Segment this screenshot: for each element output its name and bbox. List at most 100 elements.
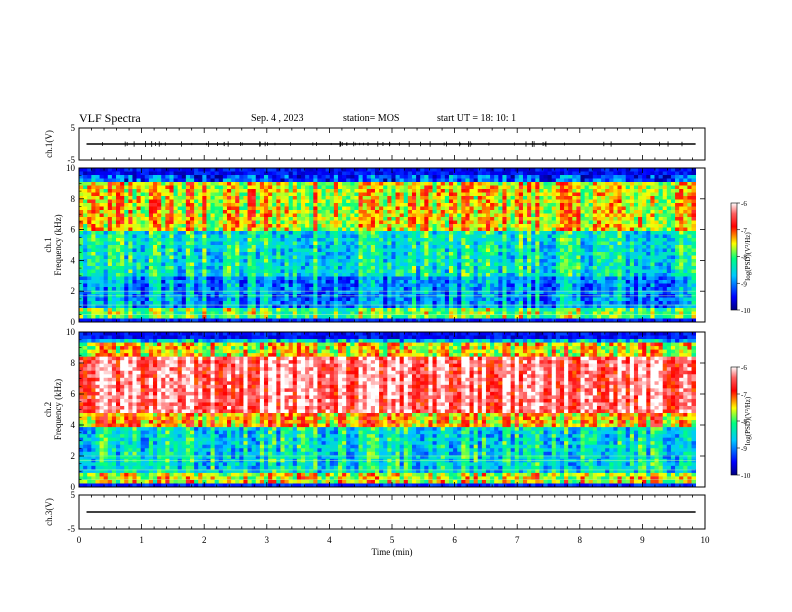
ch1-heat-cell <box>453 182 458 186</box>
ch1-heat-cell <box>670 196 676 200</box>
ch1-heat-cell <box>543 192 549 197</box>
ch1-heat-cell <box>259 192 265 197</box>
ch1-heat-cell <box>613 178 618 183</box>
ch1-heat-cell <box>391 175 396 179</box>
ch1-heat-cell <box>321 203 327 207</box>
ch1-heat-cell <box>535 269 540 274</box>
ch1-heat-cell <box>658 259 664 263</box>
ch1-heat-cell <box>494 227 499 232</box>
ch1-heat-cell <box>177 213 183 218</box>
ch1-heat-cell <box>461 178 466 183</box>
ch1-heat-cell <box>243 280 248 284</box>
ch1-heat-cell <box>601 182 606 186</box>
ch1-heat-cell <box>173 262 179 267</box>
ch1-heat-cell <box>522 210 528 214</box>
ch1-heat-cell <box>321 252 327 256</box>
ch1-heat-cell <box>358 199 364 204</box>
ch1-heat-cell <box>625 185 631 190</box>
ch1-heat-cell <box>325 196 331 200</box>
ch1-heat-cell <box>448 227 454 232</box>
ch1-heat-cell <box>300 227 306 232</box>
ch1-heat-cell <box>387 262 392 267</box>
ch1-heat-cell <box>177 259 183 263</box>
ch1-heat-cell <box>202 248 207 253</box>
ch1-heat-cell <box>226 280 232 284</box>
ch1-heat-cell <box>395 224 401 228</box>
ch1-heat-cell <box>95 273 100 277</box>
ch1-heat-cell <box>222 206 228 211</box>
ch1-heat-cell <box>625 252 631 256</box>
ch1-heat-cell <box>391 192 396 197</box>
ch1-heat-cell <box>333 199 339 204</box>
ch1-heat-cell <box>173 276 179 281</box>
ch1-heat-cell <box>679 192 684 197</box>
ch1-heat-cell <box>592 206 598 211</box>
ch1-heat-cell <box>469 196 475 200</box>
ch1-heat-cell <box>465 171 470 176</box>
ch1-heat-cell <box>638 255 643 260</box>
ch1-heat-cell <box>333 231 339 235</box>
ch1-heat-cell <box>629 185 635 190</box>
ch1-heat-cell <box>440 248 446 253</box>
ch1-heat-cell <box>144 245 150 249</box>
ch1-heat-cell <box>514 248 520 253</box>
ch1-heat-cell <box>194 259 199 263</box>
ch1-heat-cell <box>679 178 684 183</box>
ch1-heat-cell <box>572 280 577 284</box>
ch1-heat-cell <box>658 245 664 249</box>
ch1-heat-cell <box>679 196 684 200</box>
ch1-heat-cell <box>276 192 281 197</box>
ch1-heat-cell <box>481 255 487 260</box>
ch1-heat-cell <box>531 171 536 176</box>
ch1-heat-cell <box>588 203 594 207</box>
ch1-heat-cell <box>325 280 331 284</box>
ch1-heat-cell <box>148 276 154 281</box>
ch1-heat-cell <box>687 245 692 249</box>
ch1-heat-cell <box>259 255 265 260</box>
ch1-heat-cell <box>580 210 586 214</box>
ch1-heat-cell <box>350 231 355 235</box>
ch1-heat-cell <box>251 217 257 221</box>
ch1-heat-cell <box>284 273 290 277</box>
ch1-heat-cell <box>461 203 466 207</box>
ch1-heat-cell <box>514 192 520 197</box>
ch1-heat-cell <box>453 280 458 284</box>
ch1-heat-cell <box>95 245 100 249</box>
ch1-heat-cell <box>461 168 466 172</box>
ch1-heat-cell <box>399 210 405 214</box>
ch1-heat-cell <box>189 189 195 193</box>
ch1-heat-cell <box>317 175 322 179</box>
ch1-heat-cell <box>383 189 388 193</box>
ch1-heat-cell <box>395 248 401 253</box>
ch1-heat-cell <box>559 213 565 218</box>
ch1-heat-cell <box>144 224 150 228</box>
ch1-heat-cell <box>522 171 528 176</box>
ch1-heat-cell <box>128 210 133 214</box>
date-label: Sep. 4 , 2023 <box>251 113 304 124</box>
ch1-heat-cell <box>617 213 623 218</box>
ch1-heat-cell <box>617 192 623 197</box>
ch1-heat-cell <box>391 213 396 218</box>
ch1-heat-cell <box>411 217 417 221</box>
ch1-heat-cell <box>481 182 487 186</box>
ch1-heat-cell <box>124 280 129 284</box>
ch1-heat-cell <box>638 245 643 249</box>
ch1-heat-cell <box>494 276 499 281</box>
ch1-heat-cell <box>473 269 479 274</box>
ch1-heat-cell <box>584 185 590 190</box>
ch1-heat-cell <box>99 227 105 232</box>
ch1-heat-cell <box>399 192 405 197</box>
ch1-heat-cell <box>177 168 183 172</box>
ch1-heat-cell <box>457 203 462 207</box>
ch1-heat-cell <box>374 259 380 263</box>
ch1-heat-cell <box>83 192 88 197</box>
ch1-heat-cell <box>633 259 639 263</box>
ch1-heat-cell <box>140 196 146 200</box>
ch1-heat-cell <box>300 210 306 214</box>
ch1-heat-cell <box>161 276 166 281</box>
ch1-heat-cell <box>79 217 84 221</box>
ch1-heat-cell <box>465 213 470 218</box>
ch1-heat-cell <box>633 248 639 253</box>
ch1-heat-cell <box>658 210 664 214</box>
ch1-heat-cell <box>477 171 483 176</box>
